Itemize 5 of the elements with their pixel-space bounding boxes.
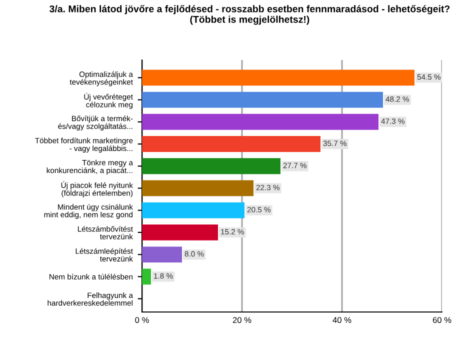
- chart-title: 3/a. Miben látod jövőre a fejlődésed - rosszabb esetben fennmaradásod - lehetőségeit? (Többet is megjelölhetsz!): [50, 5, 450, 25]
- x-tick-label: 0 %: [135, 317, 149, 323]
- x-tick-label: 20 %: [232, 317, 252, 323]
- x-tick-label: 40 %: [332, 317, 352, 323]
- x-tick-label: 60 %: [432, 317, 452, 323]
